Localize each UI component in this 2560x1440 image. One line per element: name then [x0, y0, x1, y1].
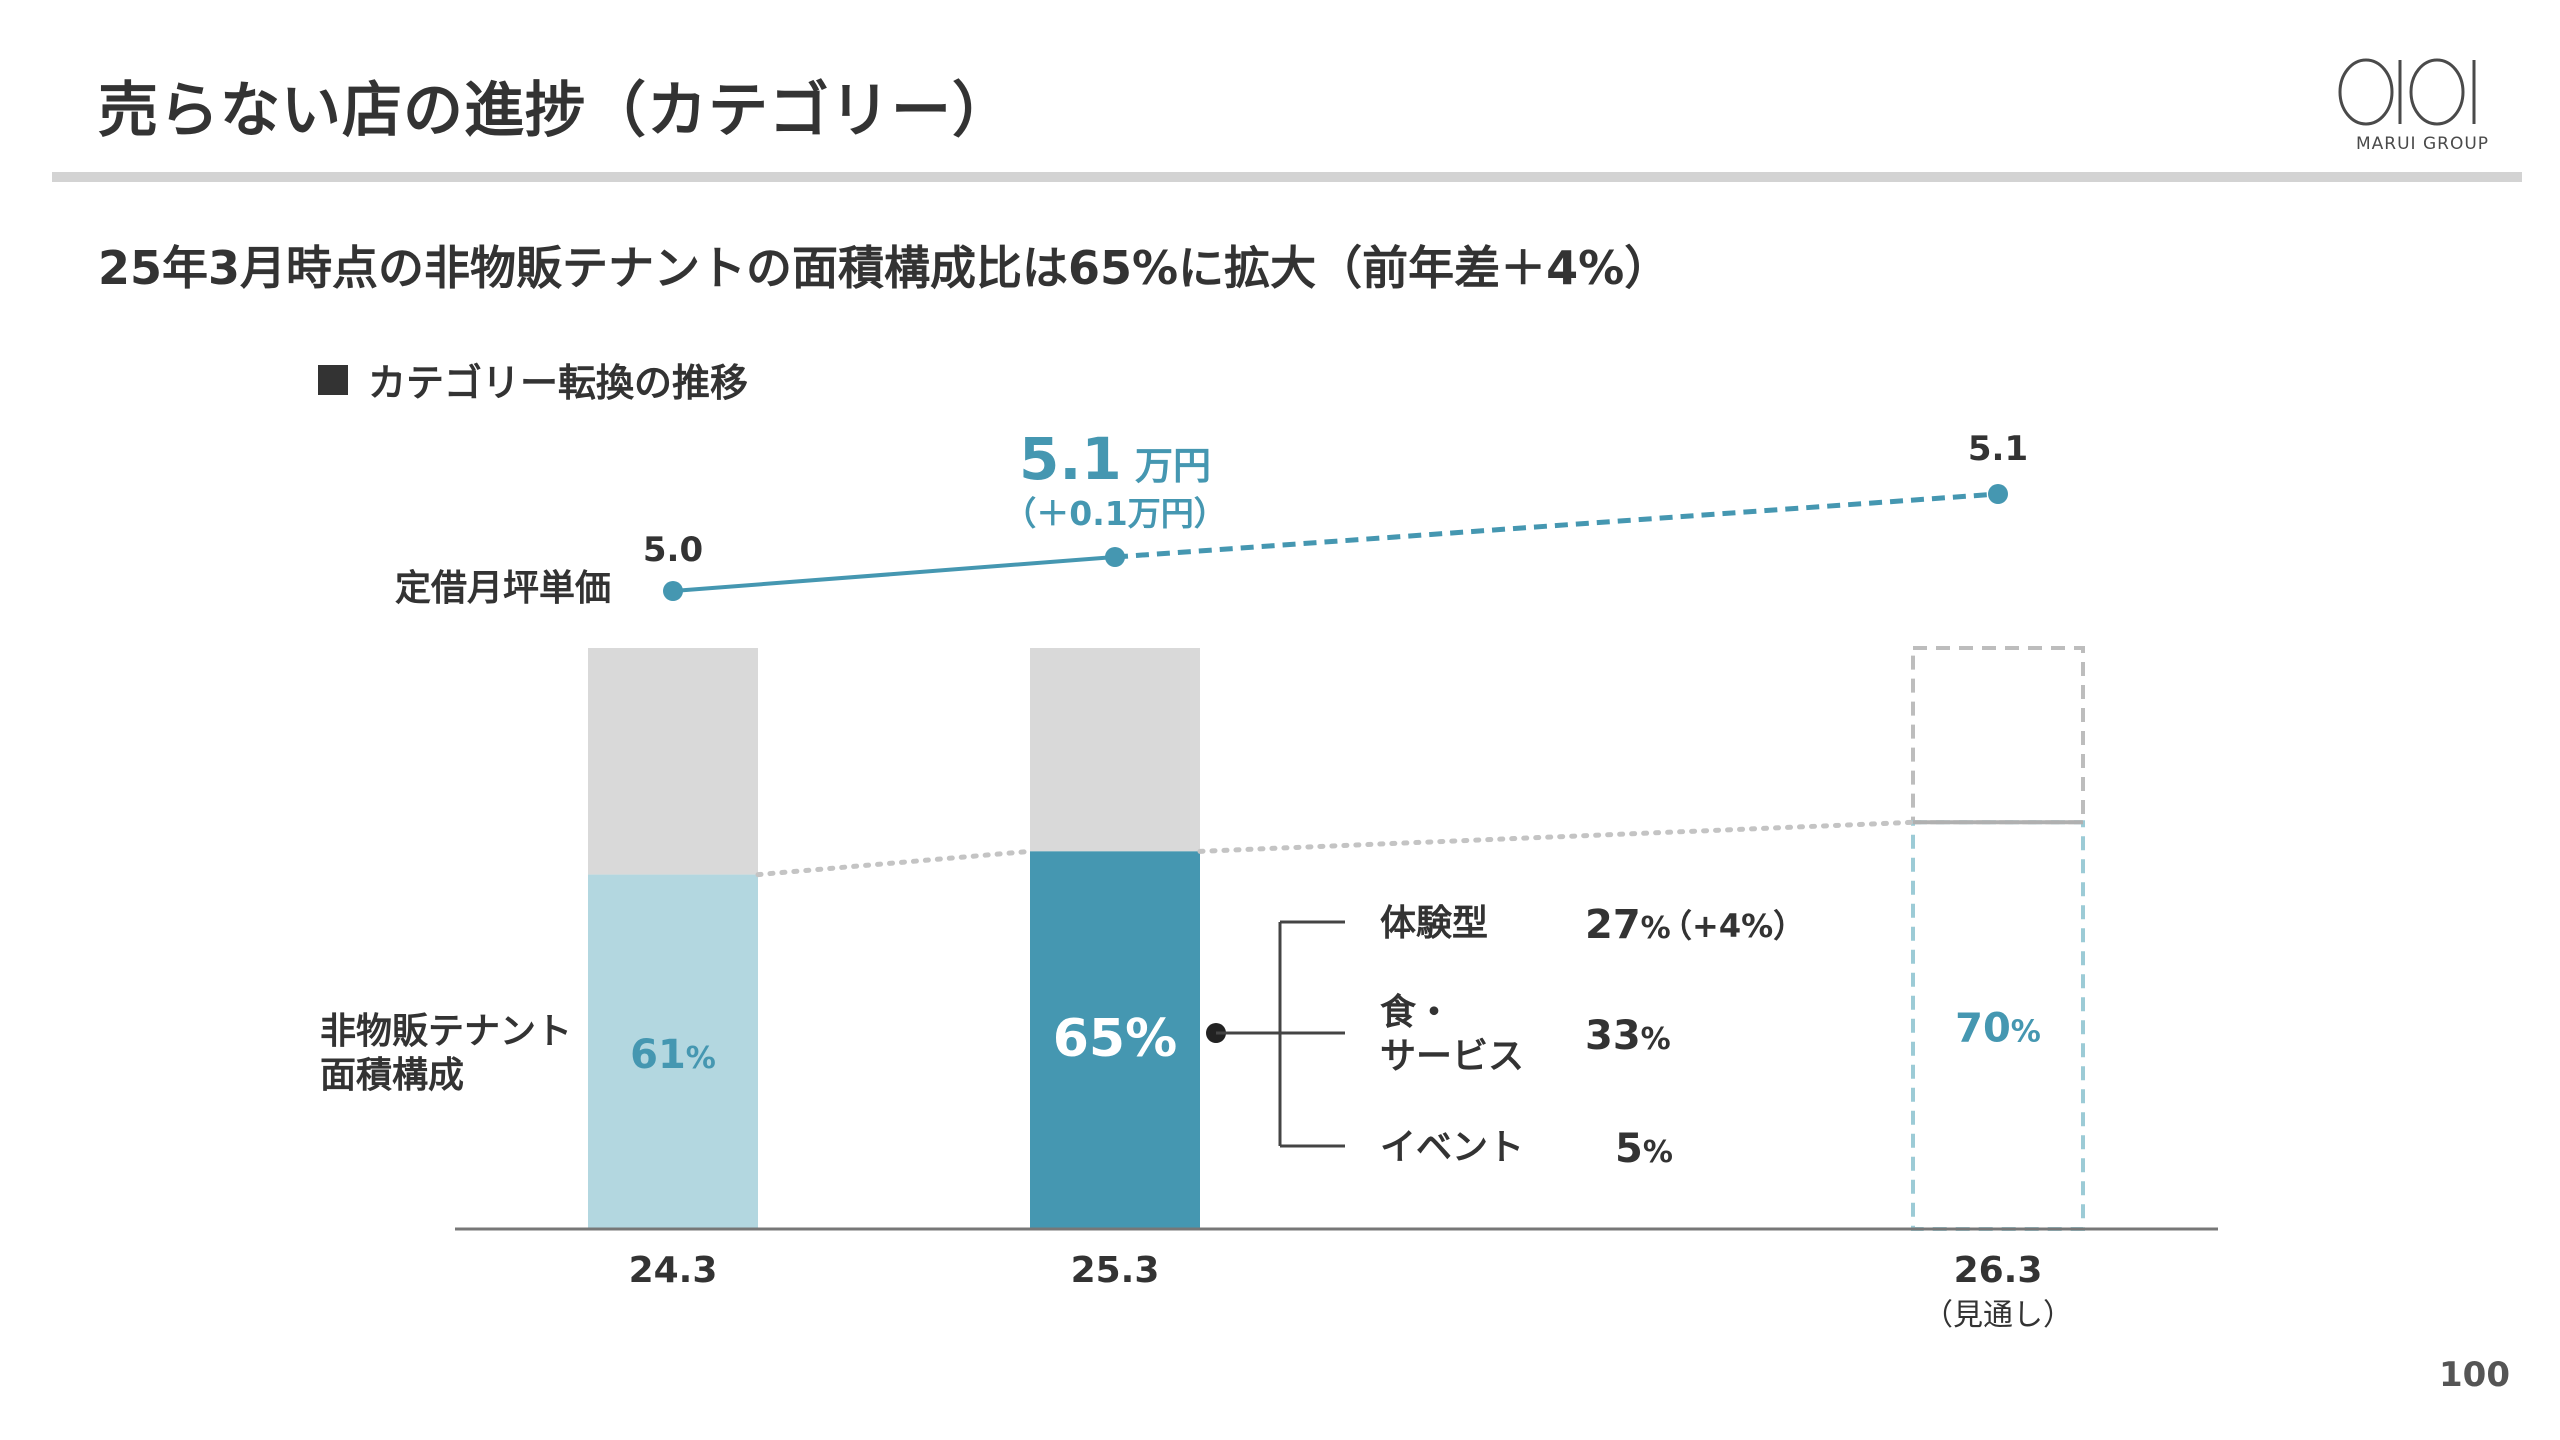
rent-value-label-0: 5.0 [643, 530, 703, 570]
share-trend-line-0 [755, 848, 1033, 878]
rent-point-1 [1105, 547, 1125, 567]
marui-logo [2338, 58, 2476, 126]
rent-change-label: （＋0.1万円） [1003, 494, 1226, 533]
bar-remainder-1 [1030, 648, 1200, 852]
page-subtitle: 25年3月時点の非物販テナントの面積構成比は65%に拡大（前年差＋4%） [98, 241, 1671, 295]
share-trend-line-1 [1197, 819, 1916, 854]
x-tick-label-1: 25.3 [1071, 1250, 1160, 1291]
page-number: 100 [2439, 1355, 2510, 1395]
rent-line-dashed [1114, 491, 1999, 560]
title-divider [52, 172, 2522, 182]
share-row-label-0: 非物販テナント [320, 1011, 572, 1052]
breakdown-value-2: 5% [1615, 1126, 1673, 1172]
section-heading: カテゴリー転換の推移 [318, 352, 748, 407]
share-row-label-1: 面積構成 [320, 1055, 464, 1096]
section-heading-text: カテゴリー転換の推移 [368, 361, 749, 405]
rent-value-label-1: 5.1 万円 [1019, 425, 1211, 493]
x-tick-note-2: （見通し） [1923, 1298, 2073, 1333]
x-tick-label-0: 24.3 [629, 1250, 718, 1291]
breakdown-change-0: （+4%） [1660, 907, 1805, 945]
breakdown-label-1-1: サービス [1380, 1036, 1524, 1077]
rent-value-label-2: 5.1 [1968, 429, 2028, 469]
breakdown-value-1: 33% [1585, 1013, 1671, 1059]
bar-share-2 [1911, 820, 2085, 1231]
breakdown-label-0-0: 体験型 [1380, 903, 1488, 944]
rent-point-2 [1988, 484, 2008, 504]
page-title: 売らない店の進捗（カテゴリー） [98, 76, 1013, 146]
bullet-square-icon [318, 364, 348, 395]
rent-point-0 [663, 581, 683, 601]
bar-share-0 [588, 874, 758, 1229]
breakdown-value-0: 27% [1585, 902, 1671, 948]
rent-line-solid [672, 555, 1116, 593]
logo-wordmark: MARUI GROUP [2356, 134, 2490, 154]
bar-share-1 [1030, 851, 1200, 1229]
bar-remainder-2 [1911, 646, 2085, 825]
share-value-label-0: 61% [630, 1032, 716, 1078]
share-value-label-1: 65% [1053, 1009, 1177, 1069]
breakdown-label-2-0: イベント [1380, 1127, 1524, 1168]
rent-row-label: 定借月坪単価 [395, 568, 611, 609]
bar-remainder-0 [588, 648, 758, 875]
share-value-label-2: 70% [1955, 1006, 2041, 1052]
breakdown-label-1-0: 食・ [1380, 992, 1452, 1033]
x-tick-label-2: 26.3 [1954, 1250, 2043, 1291]
